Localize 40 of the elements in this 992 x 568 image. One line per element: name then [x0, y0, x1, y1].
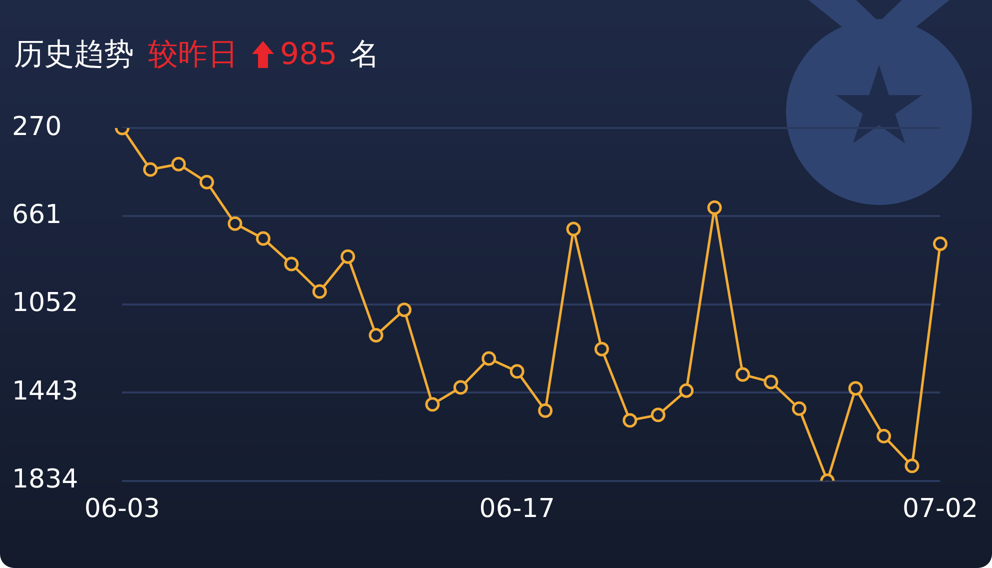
point: [312, 284, 327, 299]
point: [566, 222, 581, 236]
point: [143, 162, 158, 177]
point: [650, 408, 666, 422]
point: [764, 374, 778, 390]
point: [736, 367, 750, 382]
point: [482, 351, 496, 366]
point: [453, 380, 468, 395]
point: [848, 381, 863, 396]
text: 985: [280, 37, 338, 72]
point: [538, 403, 553, 418]
point: [200, 174, 214, 190]
y-tick-label: 1052: [12, 288, 78, 318]
y-tick-label: 270: [12, 112, 62, 142]
point: [368, 328, 384, 343]
point: [510, 364, 524, 379]
point: [340, 249, 356, 264]
point: [594, 342, 609, 356]
x-tick-label: 06-03: [84, 494, 160, 524]
chart-title: 历史趋势: [14, 36, 134, 74]
point: [679, 383, 694, 398]
point: [792, 401, 806, 416]
point: [171, 156, 186, 172]
point: [397, 302, 412, 318]
point: [932, 236, 948, 251]
point: [904, 458, 920, 474]
point: [256, 231, 270, 246]
point: [425, 397, 440, 412]
point: [622, 413, 638, 428]
y-tick-label: 1834: [12, 464, 78, 495]
text: 名: [349, 36, 380, 74]
y-tick-label: 1443: [12, 376, 78, 406]
point: [228, 216, 242, 231]
point: [284, 256, 299, 272]
x-tick-label: 06-17: [479, 494, 555, 524]
x-tick-label: 07-02: [902, 494, 978, 524]
y-tick-label: 661: [12, 200, 62, 230]
point: [707, 200, 722, 215]
point: [876, 428, 892, 444]
chart-subtitle: 较昨日: [148, 36, 238, 74]
